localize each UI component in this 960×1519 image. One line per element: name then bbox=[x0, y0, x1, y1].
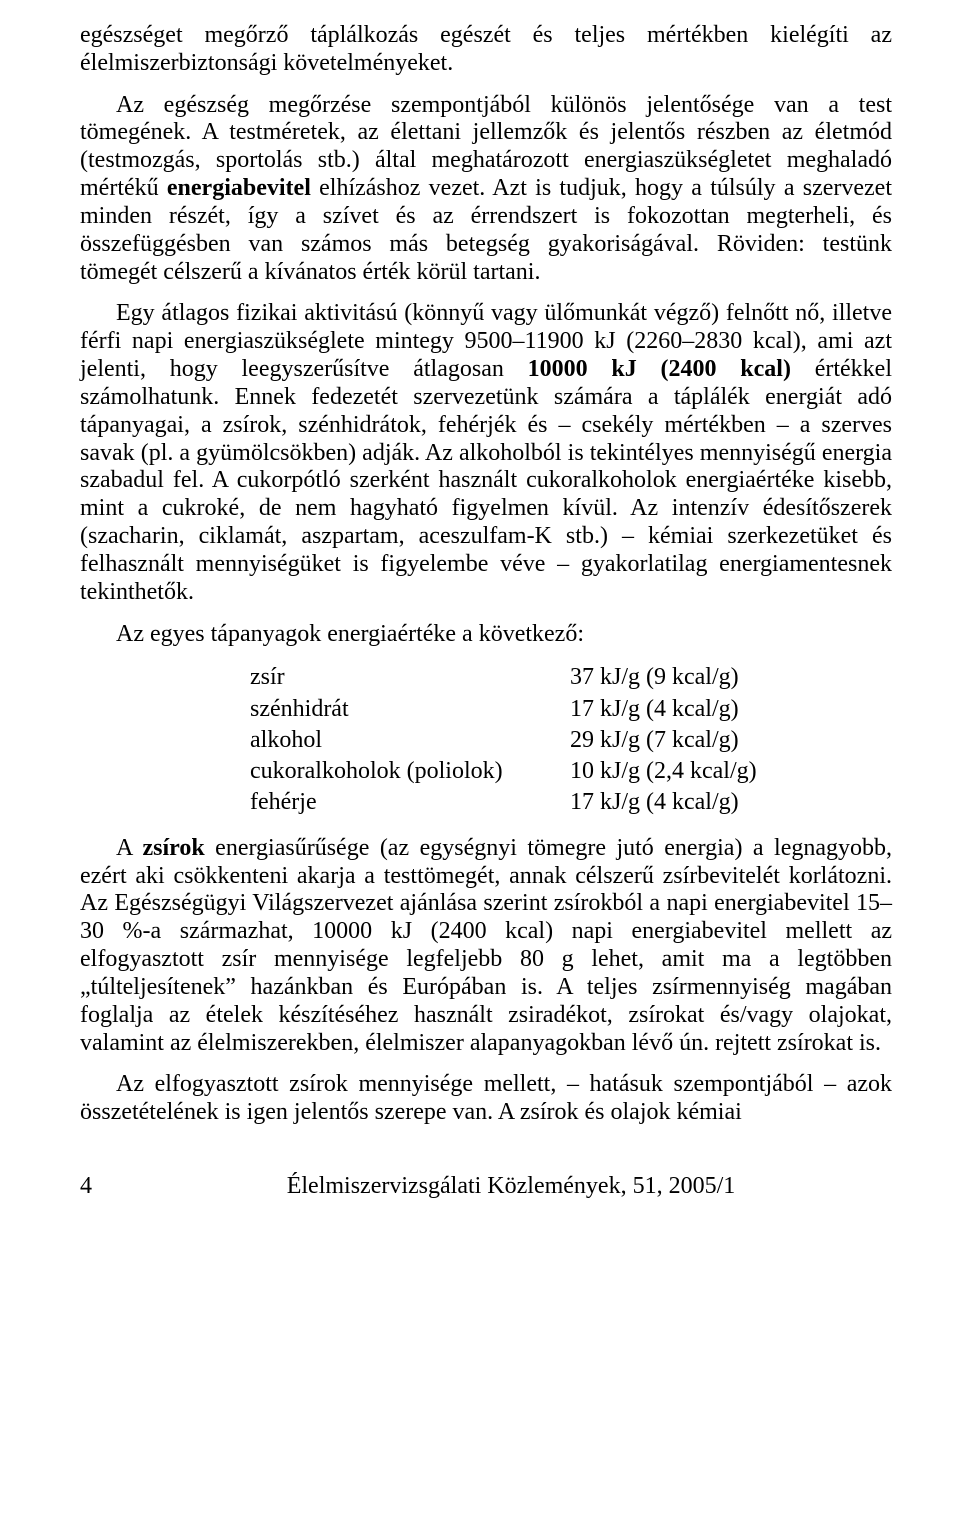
paragraph-4-intro: Az egyes tápanyagok energiaértéke a köve… bbox=[80, 621, 892, 649]
nutrient-value: 10 kJ/g (2,4 kcal/g) bbox=[570, 756, 757, 787]
nutrient-value: 37 kJ/g (9 kcal/g) bbox=[570, 662, 757, 693]
nutrient-label: zsír bbox=[250, 662, 570, 693]
table-row: zsír37 kJ/g (9 kcal/g) bbox=[250, 662, 757, 693]
p5-pre: A bbox=[116, 835, 142, 861]
nutrient-value: 29 kJ/g (7 kcal/g) bbox=[570, 725, 757, 756]
p5-post: energiasűrűsége (az egységnyi tömegre ju… bbox=[80, 835, 892, 1056]
paragraph-2: Az egészség megőrzése szempontjából külö… bbox=[80, 92, 892, 287]
paragraph-1: egészséget megőrző táplálkozás egészét é… bbox=[80, 22, 892, 78]
paragraph-5: A zsírok energiasűrűsége (az egységnyi t… bbox=[80, 835, 892, 1058]
nutrient-label: fehérje bbox=[250, 787, 570, 818]
p3-bold-kjkcal: 10000 kJ (2400 kcal) bbox=[528, 356, 791, 382]
nutrient-value: 17 kJ/g (4 kcal/g) bbox=[570, 694, 757, 725]
p2-bold-energiabevitel: energiabevitel bbox=[167, 175, 311, 201]
table-row: alkohol29 kJ/g (7 kcal/g) bbox=[250, 725, 757, 756]
table-row: cukoralkoholok (poliolok)10 kJ/g (2,4 kc… bbox=[250, 756, 757, 787]
nutrient-value: 17 kJ/g (4 kcal/g) bbox=[570, 787, 757, 818]
nutrient-label: cukoralkoholok (poliolok) bbox=[250, 756, 570, 787]
paragraph-3: Egy átlagos fizikai aktivitású (könnyű v… bbox=[80, 300, 892, 606]
p5-bold-zsirok: zsírok bbox=[142, 835, 204, 861]
nutrient-label: alkohol bbox=[250, 725, 570, 756]
table-row: fehérje17 kJ/g (4 kcal/g) bbox=[250, 787, 757, 818]
paragraph-6: Az elfogyasztott zsírok mennyisége melle… bbox=[80, 1071, 892, 1127]
energy-table: zsír37 kJ/g (9 kcal/g)szénhidrát17 kJ/g … bbox=[250, 662, 892, 818]
page-number: 4 bbox=[80, 1173, 130, 1201]
page-footer: 4 Élelmiszervizsgálati Közlemények, 51, … bbox=[80, 1173, 892, 1201]
journal-reference: Élelmiszervizsgálati Közlemények, 51, 20… bbox=[130, 1173, 892, 1201]
table-row: szénhidrát17 kJ/g (4 kcal/g) bbox=[250, 694, 757, 725]
p3-post: értékkel számolhatunk. Ennek fedezetét s… bbox=[80, 356, 892, 605]
nutrient-label: szénhidrát bbox=[250, 694, 570, 725]
